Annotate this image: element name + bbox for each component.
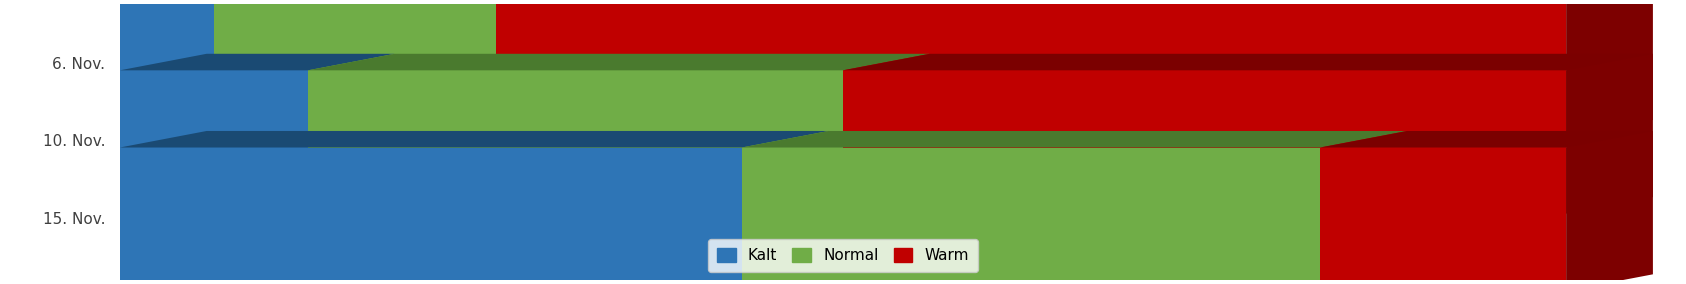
Polygon shape [843,54,1652,70]
Polygon shape [1566,54,1652,214]
Bar [843,70,1566,214]
Polygon shape [120,54,395,70]
Polygon shape [309,54,929,70]
Bar [1320,147,1566,284]
Polygon shape [1566,0,1652,137]
Text: 6. Nov.: 6. Nov. [52,57,106,72]
Legend: Kalt, Normal, Warm: Kalt, Normal, Warm [708,239,978,272]
Polygon shape [1320,131,1652,147]
Polygon shape [120,131,828,147]
Text: 15. Nov.: 15. Nov. [42,212,106,227]
Bar [120,0,214,137]
Polygon shape [742,131,1408,147]
Polygon shape [1566,131,1652,284]
Bar [214,0,496,137]
Bar [496,0,1566,137]
Bar [120,147,742,284]
Bar [742,147,1320,284]
Text: 10. Nov.: 10. Nov. [42,135,106,149]
Bar [309,70,843,214]
Bar [120,70,309,214]
